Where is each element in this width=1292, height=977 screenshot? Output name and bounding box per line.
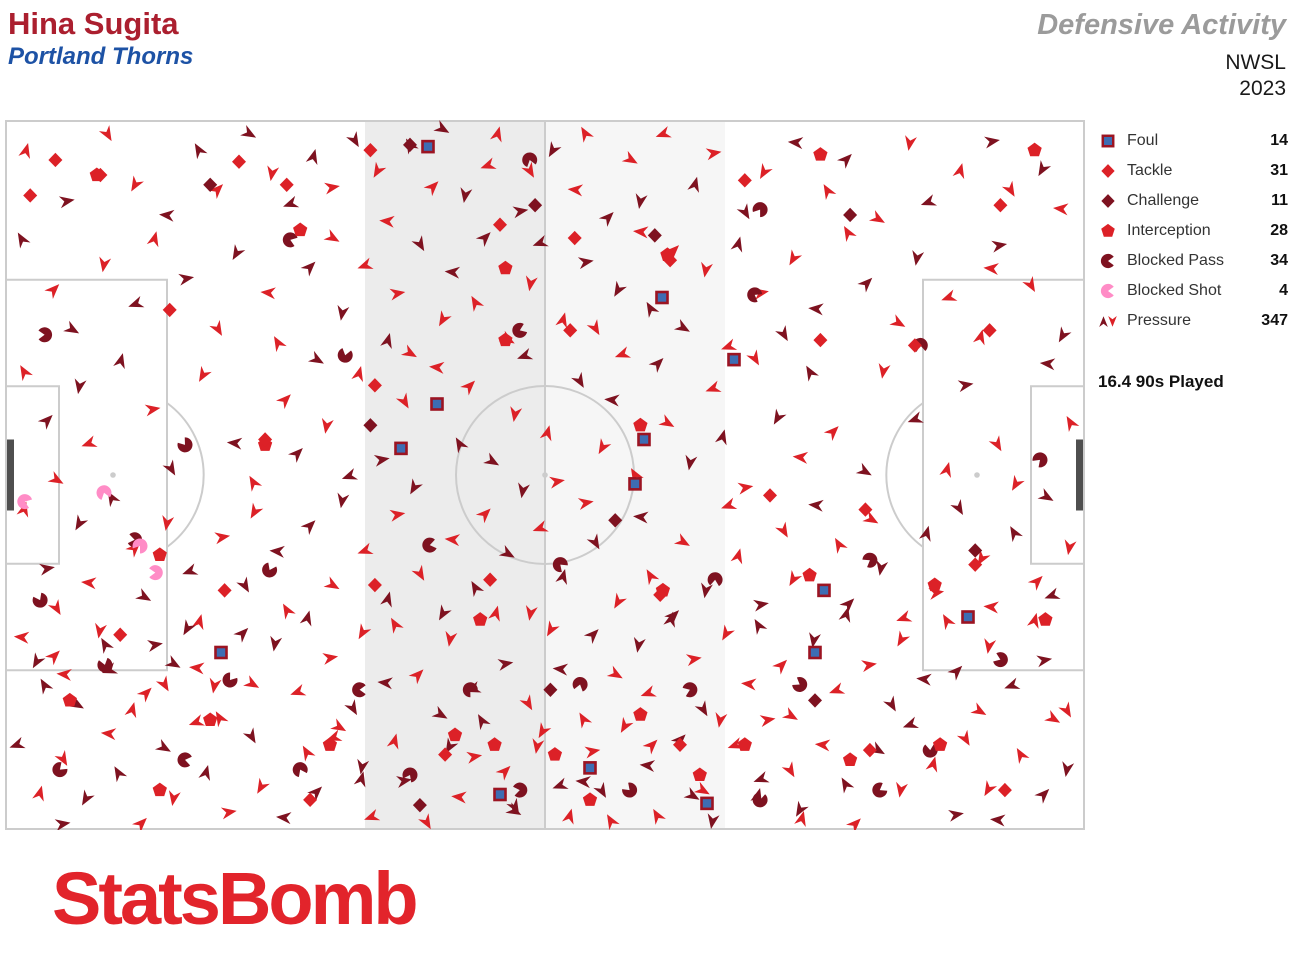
- legend-count: 28: [1270, 222, 1288, 239]
- pitch: [5, 120, 1085, 834]
- legend-label: Challenge: [1127, 192, 1200, 209]
- legend-count: 11: [1271, 192, 1288, 209]
- blocked-shot-icon: [1100, 283, 1114, 299]
- challenge-icon: [1101, 194, 1115, 208]
- pressure-icon: [1099, 315, 1117, 328]
- legend-item-foul: Foul 14: [1098, 126, 1288, 156]
- report-title: Defensive Activity: [1037, 9, 1286, 41]
- player-name: Hina Sugita: [8, 6, 179, 41]
- legend-label: Pressure: [1127, 312, 1192, 329]
- pitch-svg: [5, 120, 1085, 834]
- legend-item-tackle: Tackle 31: [1098, 156, 1288, 186]
- header-right: Defensive Activity NWSL 2023: [1037, 9, 1286, 102]
- foul-icon: [1101, 134, 1115, 148]
- minutes-played: 16.4 90s Played: [1098, 372, 1224, 391]
- legend-count: 14: [1270, 132, 1288, 149]
- interception-icon: [1101, 223, 1115, 237]
- team-name: Portland Thorns: [8, 42, 194, 70]
- tackle-icon: [1101, 164, 1115, 178]
- legend-label: Blocked Pass: [1127, 252, 1224, 269]
- legend-item-interception: Interception 28: [1098, 216, 1288, 246]
- legend-count: 31: [1270, 162, 1288, 179]
- legend-item-blocked-shot: Blocked Shot 4: [1098, 276, 1288, 306]
- legend-count: 4: [1279, 282, 1288, 299]
- season-label: 2023: [1239, 77, 1286, 101]
- header-left: Hina Sugita Portland Thorns: [8, 6, 193, 72]
- legend-label: Interception: [1127, 222, 1211, 239]
- legend-label: Tackle: [1127, 162, 1173, 179]
- legend-item-blocked-pass: Blocked Pass 34: [1098, 246, 1288, 276]
- blocked-pass-icon: [1100, 253, 1114, 269]
- legend-item-challenge: Challenge 11: [1098, 186, 1288, 216]
- legend-label: Blocked Shot: [1127, 282, 1222, 299]
- league-label: NWSL: [1225, 50, 1286, 74]
- legend-count: 34: [1270, 252, 1288, 269]
- legend-count: 347: [1261, 312, 1288, 329]
- legend-item-pressure: Pressure 347: [1098, 306, 1288, 336]
- legend-label: Foul: [1127, 132, 1159, 149]
- legend: Foul 14 Tackle 31 Challenge 11 Interception 28 B…: [1098, 126, 1288, 336]
- statsbomb-logo: StatsBomb: [52, 857, 419, 940]
